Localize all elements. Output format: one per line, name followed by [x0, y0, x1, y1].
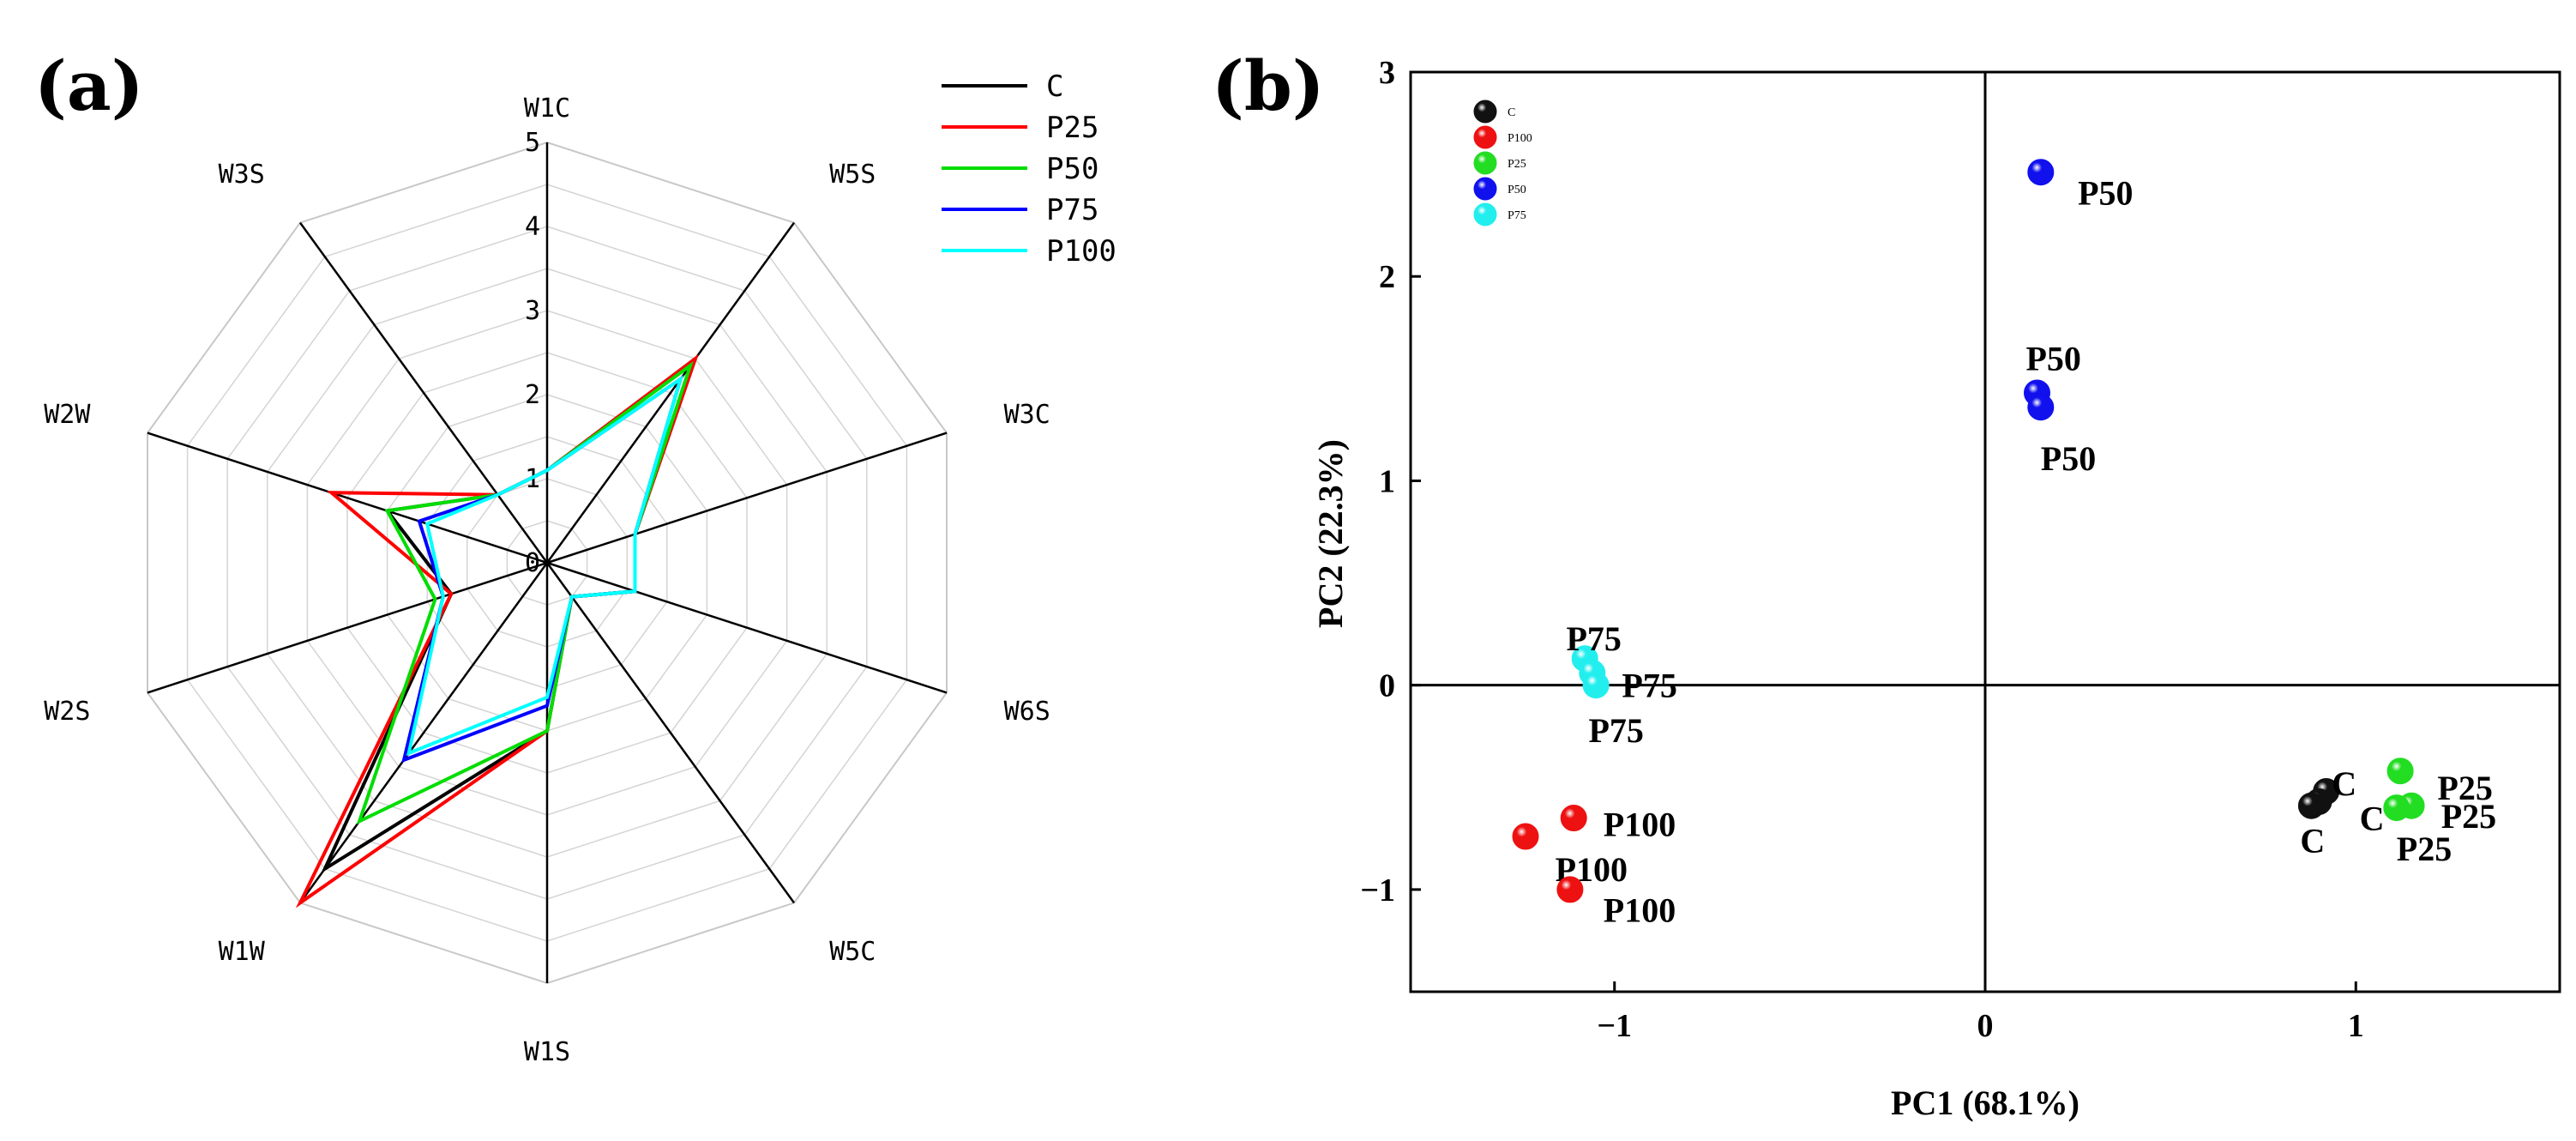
- radar-legend-label-p100: P100: [1046, 234, 1116, 269]
- radar-series-p100: [406, 375, 683, 757]
- radar-axis-labels: W1C W5S W3C W6S W5C W1S W1W W2S W2W W3S: [44, 94, 1050, 1067]
- pca-point-label-p25: P25: [2397, 830, 2452, 868]
- pca-axis-ticks: −1 0 1 −1 0 1 2 3: [1360, 55, 2363, 1044]
- pca-legend-marker-p100: [1473, 125, 1497, 149]
- pca-points: CCCP25P25P25P50P50P50P75P75P75P100P100P1…: [1512, 159, 2496, 930]
- pca-point-p50: [2027, 159, 2055, 186]
- pca-x-tick-label: 0: [1977, 1008, 1994, 1044]
- pca-point-p100: [1556, 876, 1584, 903]
- pca-y-axis-title: PC2 (22.3%): [1311, 439, 1350, 628]
- radar-axis-label-w5s: W5S: [829, 160, 876, 190]
- radar-spokes: [147, 142, 948, 983]
- pca-point-c: [2297, 792, 2325, 819]
- radar-spoke: [147, 432, 548, 564]
- radar-axis-label-w1s: W1S: [524, 1037, 570, 1067]
- radar-tick-label: 2: [525, 380, 540, 410]
- pca-legend-label-p25: P25: [1508, 158, 1526, 171]
- pca-point-label-p75: P75: [1622, 667, 1676, 705]
- radar-spoke: [298, 221, 549, 564]
- pca-y-tick-label: 1: [1379, 463, 1395, 499]
- radar-axis-label-w6s: W6S: [1004, 697, 1050, 727]
- radar-legend-label-p75: P75: [1046, 193, 1098, 227]
- radar-axis-label-w1c: W1C: [524, 94, 570, 124]
- pca-x-tick-label: −1: [1597, 1008, 1632, 1044]
- radar-spoke: [545, 221, 796, 564]
- radar-legend-label-p50: P50: [1046, 152, 1098, 186]
- pca-y-tick-label: 0: [1379, 668, 1395, 704]
- pca-panel-label: (b): [1212, 45, 1325, 126]
- pca-legend-label-p100: P100: [1508, 132, 1532, 145]
- radar-tick-label: 5: [525, 128, 540, 158]
- pca-point-label-p25: P25: [2441, 797, 2496, 836]
- pca-point-p50: [2027, 394, 2055, 421]
- radar-axis-label-w1w: W1W: [219, 937, 266, 967]
- pca-point-label-p25: P25: [2437, 769, 2492, 807]
- pca-legend-label-p75: P75: [1508, 209, 1526, 222]
- radar-tick-label: 4: [525, 212, 540, 242]
- pca-x-axis-title: PC1 (68.1%): [1891, 1084, 2079, 1122]
- radar-axis-label-w5c: W5C: [829, 937, 876, 967]
- pca-point-label-p100: P100: [1604, 806, 1676, 844]
- radar-tick-label: 3: [525, 296, 540, 326]
- radar-spoke: [298, 562, 549, 904]
- pca-point-p100: [1560, 805, 1587, 831]
- pca-legend: C P100 P25 P50 P75: [1473, 100, 1532, 226]
- pca-point-label-p75: P75: [1589, 711, 1644, 750]
- pca-legend-label-c: C: [1508, 106, 1515, 119]
- pca-point-label-p50: P50: [2041, 439, 2096, 478]
- radar-axis-label-w3c: W3C: [1004, 400, 1050, 430]
- pca-y-tick-label: 2: [1379, 259, 1395, 295]
- radar-legend-label-p25: P25: [1046, 111, 1098, 145]
- radar-legend: C P25 P50 P75 P100: [942, 69, 1116, 269]
- radar-spoke: [545, 562, 796, 904]
- pca-point-label-p100: P100: [1604, 891, 1676, 930]
- radar-axis-label-w2w: W2W: [44, 400, 91, 430]
- radar-axis-label-w3s: W3S: [219, 160, 265, 190]
- radar-tick-label: 0: [525, 548, 540, 578]
- pca-point-label-p50: P50: [2078, 174, 2133, 213]
- pca-point-label-p75: P75: [1567, 619, 1622, 658]
- pca-legend-marker-c: [1473, 100, 1497, 124]
- pca-x-tick-label: 1: [2348, 1008, 2364, 1044]
- pca-y-tick-label: −1: [1360, 872, 1395, 909]
- pca-point-p25: [2383, 794, 2410, 822]
- pca-point-p25: [2386, 758, 2414, 785]
- radar-spoke: [546, 561, 948, 694]
- radar-legend-label-c: C: [1046, 69, 1063, 104]
- pca-point-label-c: C: [2360, 800, 2385, 838]
- pca-y-tick-label: 3: [1379, 55, 1395, 91]
- pca-legend-label-p50: P50: [1508, 184, 1526, 196]
- pca-point-p75: [1582, 672, 1610, 699]
- pca-legend-marker-p25: [1473, 151, 1497, 175]
- radar-spoke: [546, 432, 948, 564]
- pca-legend-marker-p50: [1473, 177, 1497, 201]
- radar-series-lines: [295, 353, 699, 909]
- pca-legend-marker-p75: [1473, 202, 1497, 226]
- radar-panel-label: (a): [34, 45, 144, 126]
- radar-spoke: [147, 561, 548, 694]
- pca-point-p100: [1512, 823, 1539, 850]
- pca-point-label-p50: P50: [2026, 340, 2081, 378]
- pca-point-label-c: C: [2332, 764, 2356, 803]
- radar-series-p50: [356, 360, 694, 825]
- pca-point-label-c: C: [2300, 822, 2325, 860]
- radar-axis-label-w2s: W2S: [44, 697, 90, 727]
